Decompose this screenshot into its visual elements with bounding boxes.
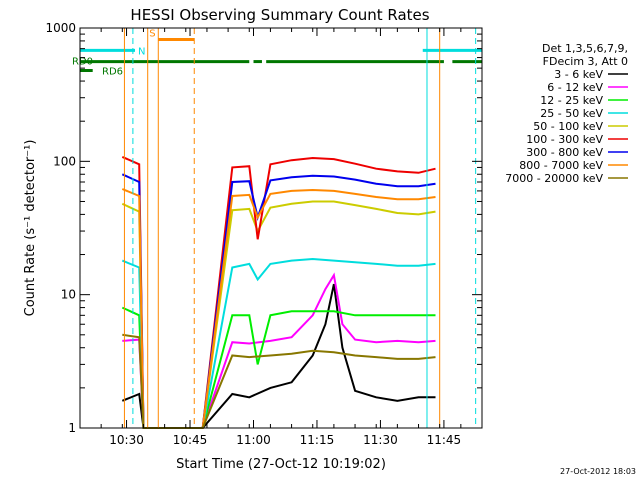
timestamp: 27-Oct-2012 18:03 — [560, 467, 636, 476]
legend: Det 1,3,5,6,7,9,FDecim 3, Att 03 - 6 keV… — [505, 42, 628, 185]
flag-label-3: RD6 — [102, 67, 123, 78]
x-tick-label: 11:30 — [363, 433, 398, 447]
chart-title: HESSI Observing Summary Count Rates — [130, 6, 429, 24]
status-flags: NS RD0 RD6 — [72, 28, 482, 78]
axes: 10:30 10:45 11:00 11:15 11:30 11:45 1 10 100 1000 — [45, 21, 483, 447]
legend-entry-label: 12 - 25 keV — [540, 94, 603, 107]
legend-entry-label: 50 - 100 keV — [533, 120, 603, 133]
legend-entry-label: 800 - 7000 keV — [519, 159, 603, 172]
legend-header: Det 1,3,5,6,7,9, — [542, 42, 628, 55]
legend-entry-label: 100 - 300 keV — [526, 133, 603, 146]
x-tick-label: 10:45 — [173, 433, 208, 447]
x-tick-label: 11:45 — [427, 433, 462, 447]
y-tick-label: 100 — [53, 154, 76, 168]
legend-entry-label: 6 - 12 keV — [547, 81, 603, 94]
legend-header: FDecim 3, Att 0 — [543, 55, 628, 68]
legend-entry-label: 7000 - 20000 keV — [505, 172, 603, 185]
legend-entry-label: 300 - 800 keV — [526, 146, 603, 159]
x-tick-label: 11:00 — [236, 433, 271, 447]
legend-entry-label: 3 - 6 keV — [554, 68, 603, 81]
y-axis-label: Count Rate (s⁻¹ detector⁻¹) — [23, 140, 38, 317]
flag-label-0: N — [138, 46, 145, 57]
y-tick-label: 10 — [61, 288, 76, 302]
vertical-markers — [123, 28, 477, 428]
flag-label-2: RD0 — [72, 57, 93, 68]
flag-label-1: S — [149, 28, 155, 39]
legend-entry-label: 25 - 50 keV — [540, 107, 603, 120]
y-tick-label: 1000 — [45, 21, 76, 35]
x-axis-label: Start Time (27-Oct-12 10:19:02) — [176, 457, 386, 472]
x-tick-label: 11:15 — [300, 433, 335, 447]
x-tick-label: 10:30 — [109, 433, 144, 447]
y-tick-label: 1 — [68, 421, 76, 435]
plot-frame — [79, 27, 483, 429]
